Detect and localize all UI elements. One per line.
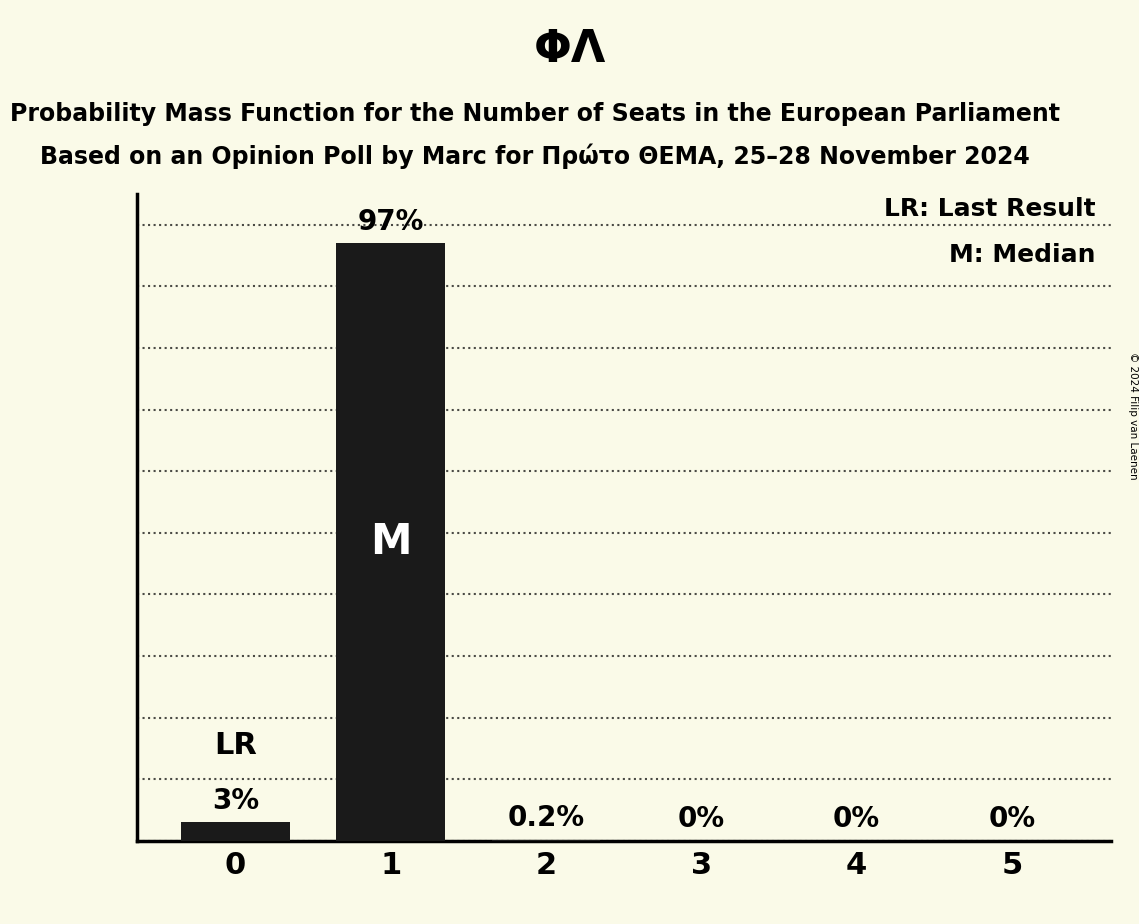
Text: Based on an Opinion Poll by Marc for Πρώτo ΘΕΜΑ, 25–28 November 2024: Based on an Opinion Poll by Marc for Πρώ… [41,143,1030,169]
Text: LR: LR [214,731,256,760]
Text: 97%: 97% [358,208,424,236]
Text: 0%: 0% [678,806,724,833]
Bar [336,243,445,841]
Text: M: M [370,521,411,563]
Text: 3%: 3% [212,787,259,815]
Text: © 2024 Filip van Laenen: © 2024 Filip van Laenen [1129,352,1138,480]
Text: ΦΛ: ΦΛ [533,28,606,71]
Bar [181,822,289,841]
Bar [492,840,600,841]
Text: M: Median: M: Median [950,242,1096,266]
Text: LR: Last Result: LR: Last Result [884,198,1096,221]
Text: 0%: 0% [833,806,880,833]
Text: 0.2%: 0.2% [507,804,584,833]
Text: 0%: 0% [989,806,1035,833]
Text: Probability Mass Function for the Number of Seats in the European Parliament: Probability Mass Function for the Number… [10,102,1060,126]
